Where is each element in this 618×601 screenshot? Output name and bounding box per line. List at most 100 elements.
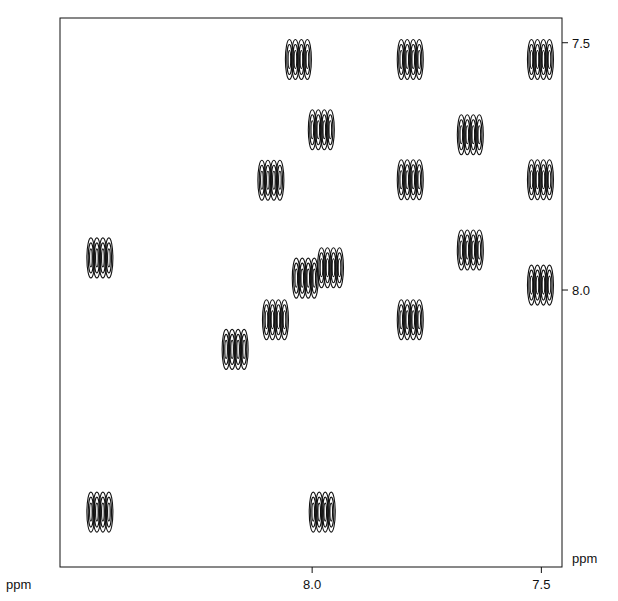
contour-ring — [545, 265, 553, 305]
contour-ring — [320, 259, 323, 277]
contour-ring — [90, 503, 93, 521]
contour-ring — [530, 276, 533, 294]
x-axis-title: ppm — [6, 577, 31, 592]
contour-ring — [105, 238, 113, 278]
contour-ring — [311, 121, 314, 139]
contour-ring — [406, 51, 409, 69]
contour-ring — [261, 171, 264, 189]
cross-peak — [309, 492, 335, 532]
contour-ring — [294, 51, 297, 69]
contour-ring — [317, 121, 320, 139]
contour-ring — [418, 51, 421, 69]
contour-ring — [548, 51, 551, 69]
contour-ring — [330, 503, 333, 521]
contour-ring — [106, 243, 111, 273]
contour-ring — [477, 120, 482, 150]
cross-peak — [527, 160, 553, 200]
contour-ring — [530, 51, 533, 69]
contour-ring — [548, 276, 551, 294]
contour-ring — [307, 269, 310, 287]
contour-ring — [277, 311, 280, 329]
contour-ring — [475, 115, 483, 155]
contour-ring — [418, 171, 421, 189]
contour-ring — [96, 503, 99, 521]
contour-ring — [96, 249, 99, 267]
cross-peak — [457, 230, 483, 270]
contour-ring — [545, 40, 553, 80]
contour-ring — [337, 253, 342, 283]
contour-ring — [108, 503, 111, 521]
cross-peak — [292, 258, 318, 298]
cross-peak — [397, 40, 423, 80]
contour-ring — [335, 248, 343, 288]
contour-ring — [237, 340, 240, 358]
contour-ring — [547, 45, 552, 75]
contour-ring — [477, 235, 482, 265]
contour-ring — [106, 497, 111, 527]
contour-ring — [412, 311, 415, 329]
contour-ring — [288, 51, 291, 69]
contour-ring — [329, 121, 332, 139]
cross-peak — [258, 160, 284, 200]
cross-peak — [527, 40, 553, 80]
contour-ring — [312, 263, 317, 293]
contour-ring — [418, 311, 421, 329]
contour-ring — [102, 249, 105, 267]
contour-ring — [415, 160, 423, 200]
contour-ring — [466, 241, 469, 259]
contour-ring — [417, 305, 422, 335]
contour-ring — [542, 171, 545, 189]
contour-ring — [536, 51, 539, 69]
contour-ring — [301, 269, 304, 287]
contour-ring — [406, 311, 409, 329]
cross-peak — [457, 115, 483, 155]
contour-ring — [282, 305, 287, 335]
contour-ring — [542, 276, 545, 294]
contour-ring — [545, 160, 553, 200]
cross-peak — [285, 40, 311, 80]
contour-ring — [283, 311, 286, 329]
contour-ring — [326, 110, 334, 150]
contour-ring — [243, 340, 246, 358]
contour-ring — [105, 492, 113, 532]
contour-ring — [536, 276, 539, 294]
contour-ring — [300, 51, 303, 69]
contour-ring — [318, 503, 321, 521]
contour-ring — [417, 45, 422, 75]
y-axis-title: ppm — [572, 551, 597, 566]
x-tick — [312, 567, 313, 573]
contour-ring — [279, 171, 282, 189]
y-tick-label: 8.0 — [572, 283, 590, 298]
contour-ring — [303, 40, 311, 80]
contour-ring — [338, 259, 341, 277]
contour-ring — [267, 171, 270, 189]
contour-ring — [327, 492, 335, 532]
cross-peak — [87, 238, 113, 278]
cross-peak — [527, 265, 553, 305]
cross-peak — [222, 329, 248, 369]
contour-ring — [90, 249, 93, 267]
contour-ring — [530, 171, 533, 189]
contour-ring — [475, 230, 483, 270]
contour-ring — [277, 165, 282, 195]
contour-ring — [295, 269, 298, 287]
contour-ring — [313, 269, 316, 287]
contour-ring — [305, 45, 310, 75]
contour-ring — [466, 126, 469, 144]
x-tick-label: 7.5 — [532, 577, 550, 592]
contour-ring — [225, 340, 228, 358]
contour-ring — [276, 160, 284, 200]
contour-ring — [326, 259, 329, 277]
contour-ring — [412, 51, 415, 69]
cross-peak — [317, 248, 343, 288]
y-tick-label: 7.5 — [572, 36, 590, 51]
contour-ring — [400, 311, 403, 329]
cross-peak — [87, 492, 113, 532]
contour-ring — [323, 121, 326, 139]
cross-peak — [262, 300, 288, 340]
contour-ring — [406, 171, 409, 189]
contour-ring — [412, 171, 415, 189]
contour-ring — [460, 241, 463, 259]
contour-ring — [547, 270, 552, 300]
contour-ring — [332, 259, 335, 277]
